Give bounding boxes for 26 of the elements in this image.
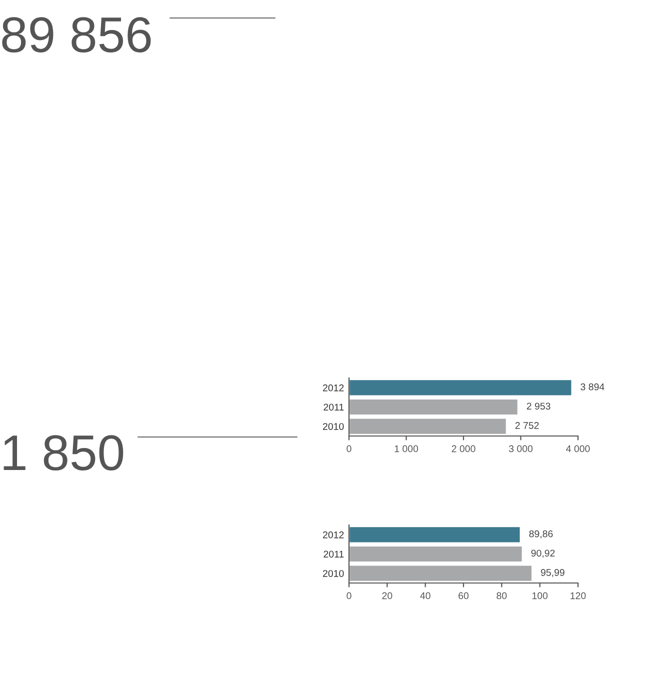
data-label: 95,99	[540, 569, 564, 578]
x-tick-label: 0	[346, 445, 352, 452]
x-tick-label: 1 000	[394, 445, 418, 452]
data-label: 90,92	[531, 550, 555, 558]
data-label: 89,86	[529, 530, 553, 538]
x-tick-label: 40	[420, 592, 430, 600]
x-tick-label: 60	[458, 592, 469, 600]
y-tick-label: 2010	[323, 423, 344, 430]
x-tick-label: 20	[382, 592, 392, 600]
x-tick-label: 3 000	[508, 445, 533, 452]
y-tick-label: 2012	[323, 531, 344, 538]
y-tick-label: 2010	[323, 570, 344, 577]
data-label: 3 894	[580, 383, 604, 390]
x-tick-label: 100	[532, 592, 548, 600]
x-tick-label: 4 000	[566, 445, 590, 452]
data-label: 2 953	[526, 402, 550, 410]
text: 1 850	[4, 435, 124, 470]
x-tick-label: 80	[496, 592, 507, 600]
y-tick-label: 2011	[324, 550, 344, 558]
x-tick-label: 0	[346, 592, 352, 600]
x-tick-label: 120	[570, 592, 586, 600]
y-tick-label: 2011	[324, 404, 344, 411]
x-tick-label: 2 000	[452, 445, 476, 452]
text: 89 856	[2, 17, 151, 52]
y-tick-label: 2012	[323, 384, 344, 392]
data-label: 2 752	[515, 422, 539, 429]
